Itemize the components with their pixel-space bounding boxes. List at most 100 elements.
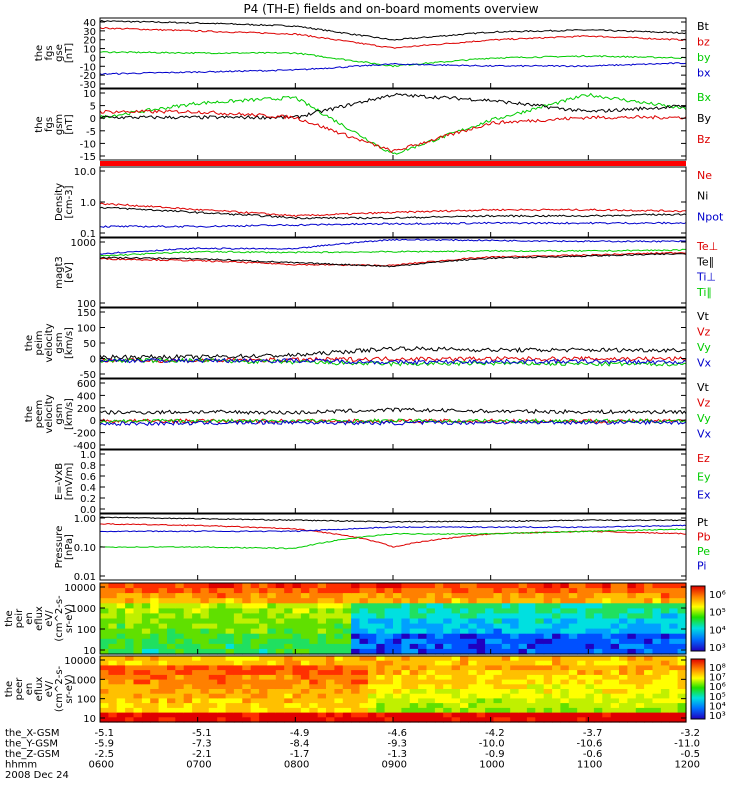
footer-value: -0.5 [680, 749, 700, 760]
footer-value: -9.3 [387, 739, 407, 750]
y-axis-label-line: the [4, 681, 15, 697]
series-group-peim [99, 346, 687, 367]
panel-peim: 150 100 50 0 -50 the peim velocity gsm [km/s] Vt Vz… [24, 307, 712, 381]
footer-row-label: hhmm [5, 760, 37, 771]
footer-value: -0.9 [485, 749, 505, 760]
y-tick-label: 0.6 [80, 472, 96, 483]
series-line-fgs_a-bz [99, 26, 687, 49]
y-tick-label: 0.8 [80, 461, 96, 472]
legend-entry-Npot: Npot [697, 210, 724, 223]
series-line-fgs_a-bx [99, 62, 687, 76]
y-tick-label: 0 [90, 114, 96, 125]
y-tick-label: 10000 [64, 656, 96, 667]
y-axis-label-line: the [34, 45, 45, 61]
y-tick-label: -5 [86, 127, 96, 138]
footer-value: -1.7 [290, 749, 310, 760]
y-axis-label-line: eflux [34, 677, 45, 702]
y-axis-label-line: Pressure [54, 526, 65, 569]
footer-value: 0700 [186, 760, 211, 771]
series-group-peem [99, 407, 687, 427]
legend-entry-Vz: Vz [697, 326, 711, 339]
footer-value: -4.2 [485, 728, 505, 739]
y-tick-label: 10 [83, 714, 96, 725]
series-line-peim-Vx [99, 357, 687, 366]
series-line-peem-Vx [99, 419, 687, 427]
legend-entry-Vx: Vx [697, 428, 712, 441]
footer-value: -1.3 [387, 749, 407, 760]
series-group-temp [99, 238, 687, 268]
panel-density: 10.0 1.0 0.1 Density [cm-3] Ne Ni Npot [54, 166, 724, 240]
y-axis-label-line: gsm [54, 332, 65, 353]
y-axis-label-line: eV/ [44, 610, 55, 627]
y-tick-label: 0.0 [80, 505, 96, 516]
y-axis-label-line: (cm^2-s- [54, 595, 65, 642]
panel-temp: 1000 100 magt3 [eV] Te⊥ Te∥ Ti⊥ Ti∥ [54, 237, 718, 310]
footer-value: -8.4 [290, 739, 310, 750]
y-tick-label: 0 [90, 355, 96, 366]
legend-entry-Vt: Vt [697, 381, 710, 394]
footer-value: -5.1 [94, 728, 114, 739]
footer-value: 0900 [382, 760, 407, 771]
y-axis-label-line: peem [34, 400, 45, 428]
series-group-fgs_a [99, 19, 687, 76]
legend-entry-Ex: Ex [697, 489, 711, 502]
series-line-pressure-Pt [99, 516, 687, 523]
y-axis-label-line: the [24, 335, 35, 351]
series-line-fgs_a-Bt [99, 19, 687, 41]
panel-frame [99, 307, 687, 379]
legend-entry-Pt: Pt [697, 516, 709, 529]
y-axis-label-line: gsm [54, 403, 65, 424]
y-axis-label-line: fgs [44, 117, 55, 132]
y-tick-label: -400 [73, 441, 96, 452]
legend-entry-Vz: Vz [697, 397, 711, 410]
y-tick-label: 20 [83, 36, 96, 47]
y-tick-label: -50 [80, 370, 96, 381]
y-axis-label-line: peir [14, 608, 25, 628]
colorbar-tick-label: 10⁵ [709, 692, 726, 703]
series-line-fgs_b-By [99, 92, 687, 120]
footer-value: -4.9 [290, 728, 310, 739]
panel-frame [99, 378, 687, 450]
y-axis-label-line: velocity [44, 323, 55, 362]
legend-entry-Bx: Bx [697, 91, 712, 104]
y-axis-label-line: magt3 [54, 256, 65, 289]
spectrogram-peer [100, 656, 687, 723]
legend-entry-Ne: Ne [697, 169, 712, 182]
y-tick-label: 0.10 [74, 543, 96, 554]
series-line-pressure-Pe [100, 528, 687, 550]
legend-entry-Pi: Pi [697, 560, 706, 573]
series-line-density-Ni [99, 206, 687, 220]
footer-row-label: the_Z-GSM [5, 749, 60, 760]
figure-title: P4 (TH-E) fields and on-board moments ov… [243, 2, 538, 16]
series-group-density [99, 202, 687, 228]
footer-value: -4.6 [387, 728, 407, 739]
series-line-temp-Te∥ [99, 253, 687, 268]
y-tick-label: -15 [80, 152, 96, 163]
colorbar-tick-label: 10³ [709, 711, 726, 722]
y-axis-label-line: [mV/m] [64, 463, 75, 501]
y-axis-label-line: en [24, 612, 35, 625]
legend-entry-bz: bz [697, 36, 710, 49]
y-tick-label: 10000 [64, 583, 96, 594]
panel-fgs_b: 10 50 -5-10 -15 the fgs gsm [nT] Bx By Bz [34, 88, 712, 163]
colorbar-tick-label: 10⁸ [709, 663, 726, 674]
y-axis-label-line: fgs [44, 45, 55, 60]
y-tick-label: 100 [77, 324, 96, 335]
panel-peir: 10⁶ 10⁵ 10⁴ 10³ 10000 1000 100 10 the peir en eflux… [4, 582, 726, 657]
y-tick-label: 1000 [71, 238, 96, 249]
y-axis-label-line: the [4, 610, 15, 626]
panel-frame [99, 449, 687, 514]
footer-value: -7.3 [192, 739, 212, 750]
legend-entry-by: by [697, 51, 711, 64]
legend-entry-Vx: Vx [697, 357, 712, 370]
series-line-peem-Vt [99, 407, 687, 416]
y-axis-label-line: gse [54, 44, 65, 62]
y-tick-label: 10.0 [74, 167, 96, 178]
legend-entry-Ez: Ez [697, 452, 710, 465]
footer-value: -2.1 [192, 749, 212, 760]
legend-entry-Bz: Bz [697, 133, 711, 146]
